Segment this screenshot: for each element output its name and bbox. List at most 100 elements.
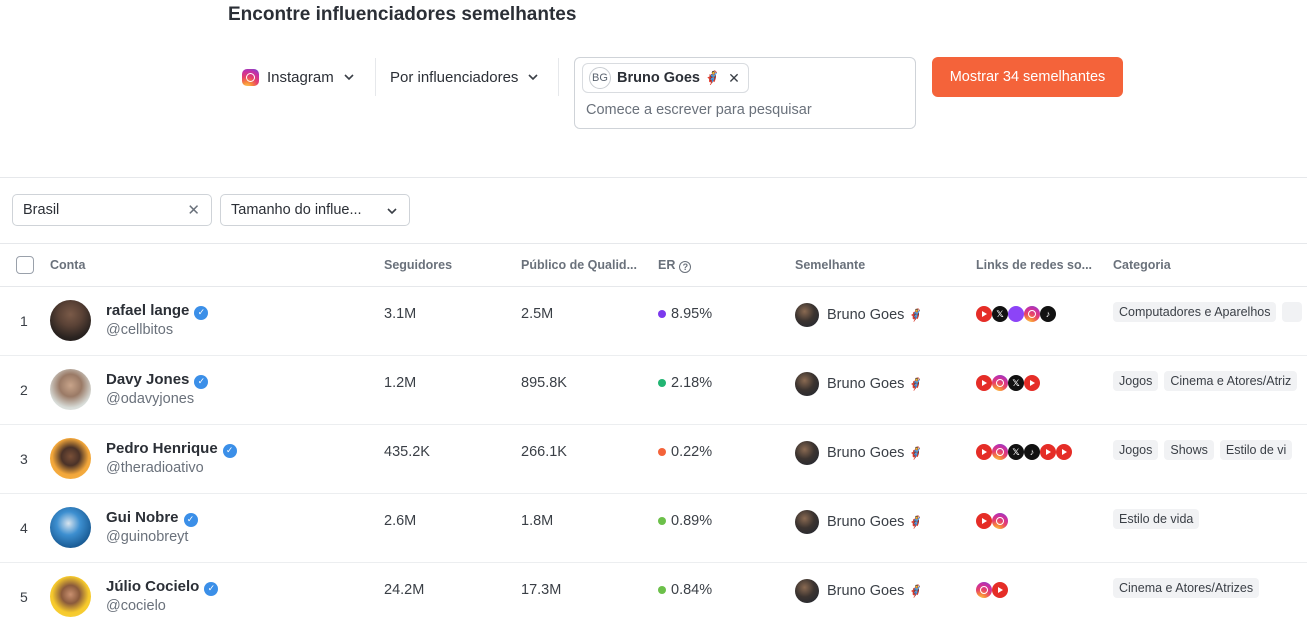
er-status-dot	[658, 310, 666, 318]
tiktok-icon[interactable]: ♪	[1040, 306, 1056, 322]
account-name-text: Júlio Cocielo	[106, 578, 200, 595]
account-name-text: Gui Nobre	[106, 509, 179, 526]
avatar	[795, 510, 819, 534]
account-name[interactable]: Davy Jones ✓	[106, 371, 209, 389]
instagram-icon[interactable]	[992, 375, 1008, 391]
account-name-text: Pedro Henrique	[106, 440, 218, 457]
youtube-icon[interactable]	[992, 582, 1008, 598]
search-input[interactable]	[586, 102, 906, 118]
youtube-icon[interactable]	[976, 513, 992, 529]
column-header-links[interactable]: Links de redes so...	[976, 258, 1093, 272]
superhero-emoji: 🦸	[908, 515, 924, 529]
er-value: 0.22%	[671, 444, 713, 460]
er-value: 0.84%	[671, 582, 713, 598]
er-header-label: ER	[658, 258, 676, 272]
social-links: 𝕏 ♪	[976, 306, 1056, 322]
followers-value: 1.2M	[384, 375, 417, 391]
engagement-rate: 0.22%	[658, 444, 712, 460]
youtube-icon[interactable]	[1040, 444, 1056, 460]
category-tags: Jogos Shows Estilo de vi	[1113, 440, 1307, 460]
platform-dropdown[interactable]: Instagram	[242, 56, 354, 98]
table-row[interactable]: 1 rafael lange ✓ @cellbitos 3.1M 2.5M 8.95% Bru…	[0, 287, 1307, 356]
quality-audience-value: 2.5M	[521, 306, 554, 322]
youtube-icon[interactable]	[976, 306, 992, 322]
avatar[interactable]	[50, 576, 91, 617]
similar-to[interactable]: Bruno Goes 🦸	[795, 303, 923, 327]
info-icon[interactable]: ?	[679, 261, 692, 273]
column-header-quality[interactable]: Público de Qualid...	[521, 258, 637, 272]
table-row[interactable]: 2 Davy Jones ✓ @odavyjones 1.2M 895.8K 2.18% Br…	[0, 356, 1307, 425]
similar-to[interactable]: Bruno Goes 🦸	[795, 579, 923, 603]
youtube-icon[interactable]	[976, 444, 992, 460]
account-handle: @cellbitos	[106, 322, 174, 338]
account-handle: @guinobreyt	[106, 529, 189, 545]
search-mode-label: Por influenciadores	[390, 68, 519, 86]
influencer-search-box[interactable]: BG Bruno Goes 🦸 ✕	[574, 57, 916, 129]
category-tag: Cinema e Atores/Atriz	[1164, 371, 1298, 391]
similar-to[interactable]: Bruno Goes 🦸	[795, 441, 923, 465]
account-name[interactable]: Gui Nobre ✓	[106, 509, 198, 527]
x-icon[interactable]: 𝕏	[1008, 375, 1024, 391]
quality-audience-value: 1.8M	[521, 513, 554, 529]
x-icon[interactable]: 𝕏	[1008, 444, 1024, 460]
engagement-rate: 2.18%	[658, 375, 712, 391]
avatar[interactable]	[50, 369, 91, 410]
table-row[interactable]: 5 Júlio Cocielo ✓ @cocielo 24.2M 17.3M 0.84% Br…	[0, 563, 1307, 622]
avatar[interactable]	[50, 438, 91, 479]
column-header-similar[interactable]: Semelhante	[795, 258, 866, 272]
er-status-dot	[658, 448, 666, 456]
category-tags: Cinema e Atores/Atrizes	[1113, 578, 1307, 598]
chevron-down-icon	[528, 74, 538, 81]
instagram-icon[interactable]	[976, 582, 992, 598]
quality-audience-value: 895.8K	[521, 375, 567, 391]
youtube-icon[interactable]	[1056, 444, 1072, 460]
avatar	[795, 372, 819, 396]
table-row[interactable]: 4 Gui Nobre ✓ @guinobreyt 2.6M 1.8M 0.89% Bruno…	[0, 494, 1307, 563]
account-handle: @theradioativo	[106, 460, 204, 476]
avatar	[795, 579, 819, 603]
avatar[interactable]	[50, 507, 91, 548]
social-links	[976, 513, 1008, 529]
select-all-checkbox[interactable]	[16, 256, 34, 274]
youtube-icon[interactable]	[976, 375, 992, 391]
category-tag: Cinema e Atores/Atrizes	[1113, 578, 1260, 598]
superhero-emoji: 🦸	[908, 308, 924, 322]
row-rank: 5	[20, 589, 28, 605]
followers-value: 2.6M	[384, 513, 417, 529]
similar-to[interactable]: Bruno Goes 🦸	[795, 372, 923, 396]
instagram-icon[interactable]	[992, 444, 1008, 460]
page-title: Encontre influenciadores semelhantes	[228, 4, 577, 25]
category-tag: Jogos	[1113, 371, 1159, 391]
avatar[interactable]	[50, 300, 91, 341]
similar-name: Bruno Goes	[827, 376, 905, 392]
clear-filter-icon[interactable]: ✕	[187, 202, 200, 219]
account-name[interactable]: Júlio Cocielo ✓	[106, 578, 219, 596]
country-filter-value: Brasil	[23, 202, 60, 218]
influencer-size-filter[interactable]: Tamanho do influe...	[220, 194, 410, 226]
instagram-icon[interactable]	[992, 513, 1008, 529]
table-header: Conta Seguidores Público de Qualid... ER…	[0, 243, 1307, 287]
x-icon[interactable]: 𝕏	[992, 306, 1008, 322]
account-name[interactable]: Pedro Henrique ✓	[106, 440, 237, 458]
er-value: 2.18%	[671, 375, 713, 391]
similar-to[interactable]: Bruno Goes 🦸	[795, 510, 923, 534]
account-name[interactable]: rafael lange ✓	[106, 302, 209, 320]
country-filter[interactable]: Brasil ✕	[12, 194, 212, 226]
remove-chip-icon[interactable]: ✕	[728, 69, 740, 86]
social-links: 𝕏	[976, 375, 1040, 391]
column-header-category[interactable]: Categoria	[1113, 258, 1171, 272]
category-tags: Estilo de vida	[1113, 509, 1307, 529]
instagram-icon[interactable]	[1024, 306, 1040, 322]
tiktok-icon[interactable]: ♪	[1024, 444, 1040, 460]
superhero-emoji: 🦸	[908, 377, 924, 391]
column-header-account[interactable]: Conta	[50, 258, 86, 272]
show-similar-button[interactable]: Mostrar 34 semelhantes	[932, 57, 1123, 97]
similar-name: Bruno Goes	[827, 514, 905, 530]
search-mode-dropdown[interactable]: Por influenciadores	[390, 56, 538, 98]
column-header-er[interactable]: ER?	[658, 258, 692, 273]
chip-label: Bruno Goes	[617, 70, 700, 86]
youtube-icon[interactable]	[1024, 375, 1040, 391]
table-row[interactable]: 3 Pedro Henrique ✓ @theradioativo 435.2K 266.…	[0, 425, 1307, 494]
twitch-icon[interactable]	[1008, 306, 1024, 322]
column-header-followers[interactable]: Seguidores	[384, 258, 453, 272]
